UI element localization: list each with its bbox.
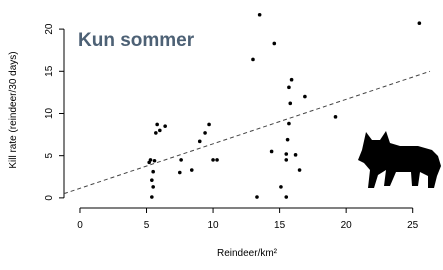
chart: Kun sommer Reindeer/km² Kill rate (reind…: [0, 0, 443, 270]
data-point: [288, 102, 292, 106]
y-tick-label: 0: [44, 195, 55, 201]
data-point: [207, 123, 211, 127]
data-point: [150, 195, 154, 199]
data-point: [211, 158, 215, 162]
data-point: [163, 124, 167, 128]
data-point: [294, 153, 298, 157]
data-point: [287, 122, 291, 126]
y-axis-label: Kill rate (reindeer/30 days): [8, 51, 19, 168]
data-point: [151, 170, 155, 174]
data-point: [178, 171, 182, 175]
y-tick-label: 10: [44, 107, 55, 119]
annotation: Kun sommer: [78, 30, 195, 51]
y-tick-label: 5: [44, 152, 55, 158]
data-point: [158, 129, 162, 133]
data-point: [179, 158, 183, 162]
data-point: [334, 115, 338, 119]
data-point: [215, 158, 219, 162]
data-point: [198, 140, 202, 144]
data-point: [255, 195, 259, 199]
data-point: [155, 123, 159, 127]
data-point: [290, 78, 294, 82]
data-point: [287, 86, 291, 90]
data-point: [203, 131, 207, 135]
data-point: [153, 159, 157, 163]
x-tick-label: 25: [407, 220, 419, 231]
x-tick-label: 5: [144, 220, 150, 231]
x-axis-label: Reindeer/km²: [217, 248, 278, 259]
data-point: [279, 185, 283, 189]
data-point: [286, 138, 290, 142]
data-point: [190, 168, 194, 172]
data-point: [284, 158, 288, 162]
data-point: [150, 178, 154, 182]
data-point: [151, 185, 155, 189]
x-tick-label: 20: [341, 220, 353, 231]
data-point: [147, 161, 151, 165]
data-point: [258, 13, 262, 17]
data-point: [154, 131, 158, 135]
data-point: [251, 58, 255, 62]
x-tick-label: 15: [274, 220, 286, 231]
data-point: [303, 95, 307, 99]
data-point: [284, 195, 288, 199]
data-point: [270, 150, 274, 154]
y-tick-label: 20: [44, 23, 55, 35]
data-point: [418, 21, 422, 25]
data-point: [298, 168, 302, 172]
y-tick-label: 15: [44, 65, 55, 77]
lynx-silhouette: [358, 131, 441, 188]
data-point: [284, 152, 288, 156]
page: {"chart_data": { "type": "scatter", "ann…: [0, 0, 443, 270]
data-point: [272, 42, 276, 46]
x-tick-label: 10: [207, 220, 219, 231]
x-tick-label: 0: [77, 220, 83, 231]
